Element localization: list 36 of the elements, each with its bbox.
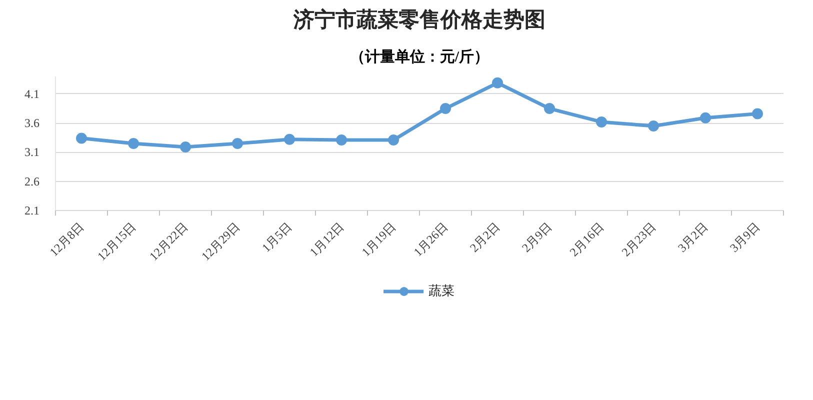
x-tick-label: 3月9日 <box>727 220 762 255</box>
x-tick-label: 12月15日 <box>94 220 138 264</box>
point <box>180 142 191 152</box>
point <box>232 138 243 149</box>
y-tick-label: 3.1 <box>24 145 40 160</box>
y-tick-label: 3.6 <box>24 116 40 130</box>
x-tick-label: 2月16日 <box>566 220 606 260</box>
y-tick-label: 2.6 <box>24 174 40 188</box>
x-tick-label: 12月29日 <box>198 220 242 264</box>
point <box>648 120 659 132</box>
point <box>336 134 347 146</box>
point <box>388 134 399 146</box>
point <box>492 77 503 88</box>
x-tick-label: 2月9日 <box>519 220 554 255</box>
x-tick-label: 1月26日 <box>410 220 450 260</box>
y-tick-label: 2.1 <box>24 204 40 218</box>
x-tick-label: 12月8日 <box>46 220 86 260</box>
x-tick-label: 1月12日 <box>306 220 346 260</box>
point <box>700 112 711 124</box>
point <box>76 132 87 144</box>
x-tick-label: 3月2日 <box>675 220 710 255</box>
point <box>440 103 451 114</box>
x-tick-label: 1月19日 <box>358 220 398 260</box>
legend-label: 蔬菜 <box>428 282 454 300</box>
point <box>284 134 295 145</box>
x-tick-label: 1月5日 <box>259 220 294 255</box>
x-tick-label: 12月22日 <box>146 220 190 264</box>
point <box>544 103 555 114</box>
point <box>752 108 763 120</box>
point <box>128 138 139 149</box>
y-tick-label: 4.1 <box>24 86 40 101</box>
chart-subtitle: （计量单位：元/斤） <box>350 48 490 66</box>
chart-title: 济宁市蔬菜零售价格走势图 <box>292 8 546 32</box>
x-tick-label: 2月23日 <box>618 220 658 260</box>
x-tick-label: 2月2日 <box>467 220 502 255</box>
point <box>596 116 607 128</box>
